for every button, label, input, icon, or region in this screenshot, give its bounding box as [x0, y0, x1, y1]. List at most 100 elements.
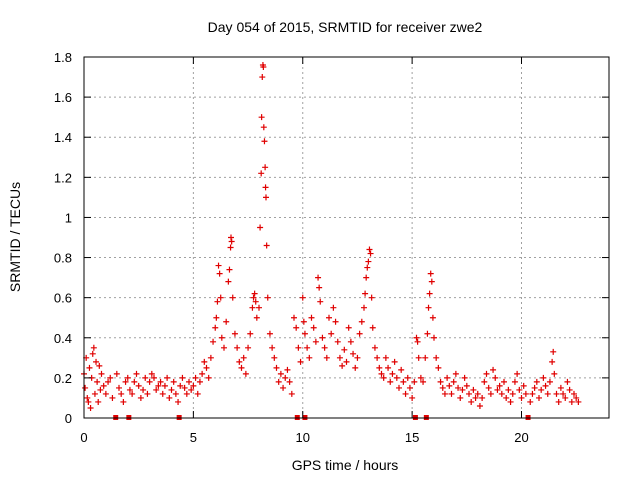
data-point — [568, 398, 575, 405]
data-point — [170, 378, 177, 385]
data-point — [468, 398, 475, 405]
data-point — [426, 290, 433, 297]
data-point — [177, 382, 184, 389]
data-point — [277, 370, 284, 377]
data-point — [94, 378, 101, 385]
y-tick-label: 0 — [65, 411, 72, 426]
y-axis-label: SRMTID / TECUs — [7, 182, 23, 292]
data-point — [194, 390, 201, 397]
data-point — [339, 362, 346, 369]
data-point — [240, 354, 247, 361]
data-point — [387, 378, 394, 385]
y-tick-label: 1.6 — [54, 90, 72, 105]
data-point — [540, 374, 547, 381]
data-point — [210, 338, 217, 345]
data-points — [81, 62, 582, 411]
data-point — [89, 350, 96, 357]
data-point — [188, 386, 195, 393]
data-point — [332, 318, 339, 325]
data-point — [306, 354, 313, 361]
data-point — [247, 330, 254, 337]
data-point — [214, 298, 221, 305]
data-point — [86, 364, 93, 371]
data-point — [341, 346, 348, 353]
data-point — [365, 258, 372, 265]
data-point — [518, 394, 525, 401]
data-point — [105, 378, 112, 385]
data-point — [133, 370, 140, 377]
x-axis-label: GPS time / hours — [292, 457, 399, 473]
data-point — [315, 274, 322, 281]
data-point — [509, 390, 516, 397]
data-point — [334, 338, 341, 345]
data-point — [172, 390, 179, 397]
data-point — [218, 334, 225, 341]
data-point — [330, 304, 337, 311]
data-point — [317, 298, 324, 305]
data-point — [96, 362, 103, 369]
x-tick-label: 10 — [296, 430, 310, 445]
data-point — [516, 386, 523, 393]
gridlines — [84, 57, 609, 418]
data-point — [483, 370, 490, 377]
data-point — [137, 394, 144, 401]
data-point — [544, 390, 551, 397]
data-point — [225, 278, 232, 285]
data-point — [179, 374, 186, 381]
data-point — [380, 374, 387, 381]
data-point — [470, 386, 477, 393]
data-point — [492, 374, 499, 381]
data-point — [402, 390, 409, 397]
x-tick-label: 0 — [80, 430, 87, 445]
data-point — [363, 274, 370, 281]
data-point — [429, 314, 436, 321]
data-point — [227, 244, 234, 251]
data-point — [98, 370, 105, 377]
y-tick-labels: 0 0.2 0.4 0.6 0.8 1 1.2 1.4 1.6 1.8 — [54, 50, 72, 426]
data-point — [444, 374, 451, 381]
data-point — [122, 378, 129, 385]
data-point — [242, 370, 249, 377]
data-point — [417, 374, 424, 381]
data-point — [441, 390, 448, 397]
data-point — [382, 354, 389, 361]
data-point — [82, 384, 89, 391]
data-point — [131, 378, 138, 385]
data-point — [433, 354, 440, 361]
data-point — [262, 164, 269, 171]
data-point — [258, 170, 265, 177]
data-point — [361, 304, 367, 311]
data-point — [155, 382, 162, 389]
data-point — [564, 378, 571, 385]
data-point — [293, 324, 300, 331]
data-point — [301, 330, 308, 337]
data-point — [226, 266, 233, 273]
data-point — [398, 366, 405, 373]
data-point — [168, 386, 175, 393]
data-point — [364, 264, 371, 271]
data-point — [420, 378, 427, 385]
data-point — [428, 278, 435, 285]
data-point — [252, 298, 259, 305]
data-point — [109, 394, 116, 401]
data-point — [186, 378, 192, 385]
data-point — [258, 114, 265, 121]
data-point — [522, 390, 529, 397]
data-point — [308, 314, 315, 321]
data-point — [93, 358, 100, 365]
y-tick-label: 1.2 — [54, 170, 72, 185]
data-point — [520, 382, 527, 389]
data-point — [295, 344, 302, 351]
data-point — [116, 384, 122, 391]
data-point — [393, 374, 400, 381]
data-point — [368, 294, 375, 301]
data-point — [503, 394, 510, 401]
data-point — [461, 374, 468, 381]
data-point — [297, 358, 304, 365]
data-point — [527, 398, 534, 405]
data-point — [135, 382, 142, 389]
data-point — [529, 390, 536, 397]
data-point — [371, 344, 378, 351]
data-point — [321, 344, 328, 351]
